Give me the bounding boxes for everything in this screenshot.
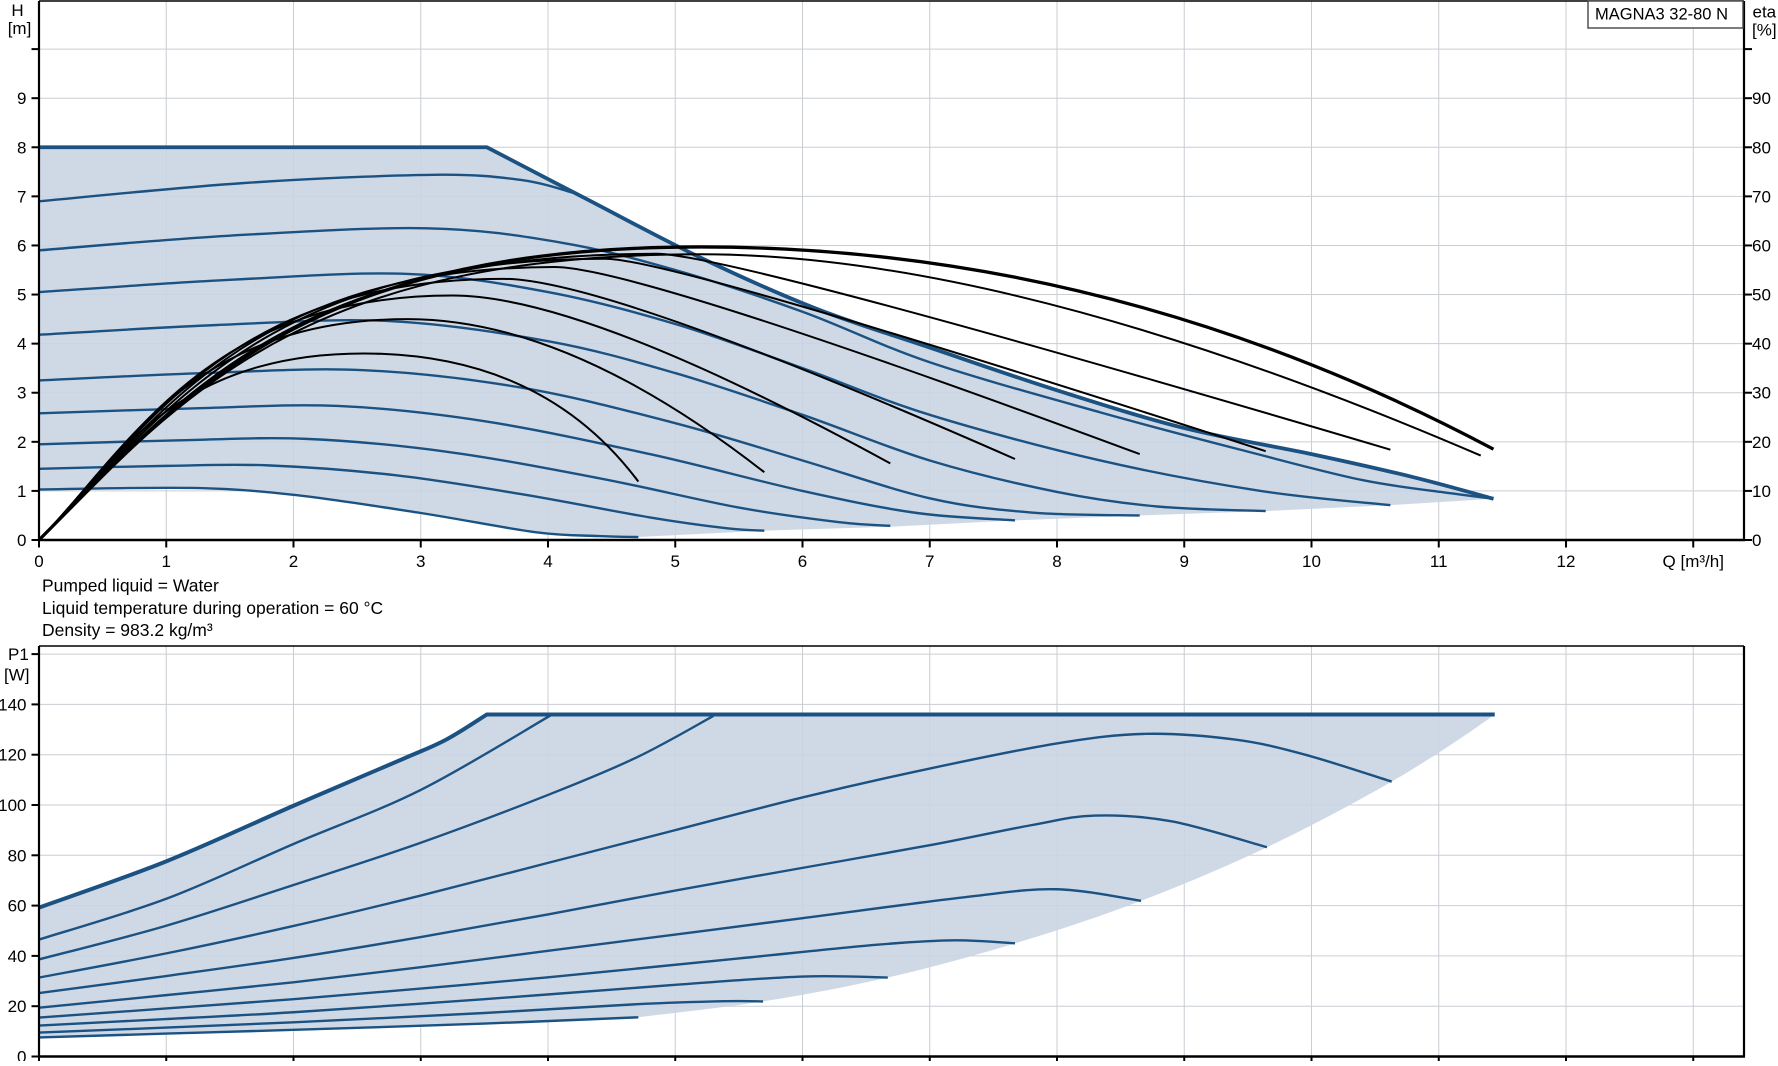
svg-text:10: 10 <box>1302 552 1321 571</box>
svg-text:3: 3 <box>416 552 425 571</box>
svg-text:1: 1 <box>162 552 171 571</box>
svg-text:70: 70 <box>1752 187 1771 206</box>
svg-text:11: 11 <box>1430 552 1448 571</box>
svg-text:10: 10 <box>1752 482 1771 501</box>
svg-text:140: 140 <box>0 695 27 714</box>
svg-text:60: 60 <box>8 897 27 916</box>
svg-text:8: 8 <box>17 138 26 157</box>
svg-text:2: 2 <box>17 433 26 452</box>
svg-text:2: 2 <box>289 552 298 571</box>
svg-text:Pumped liquid = Water: Pumped liquid = Water <box>42 575 219 595</box>
svg-text:100: 100 <box>0 796 27 815</box>
svg-text:9: 9 <box>1180 552 1189 571</box>
svg-text:MAGNA3 32-80 N: MAGNA3 32-80 N <box>1595 6 1728 24</box>
svg-text:0: 0 <box>17 1048 26 1062</box>
svg-text:60: 60 <box>1752 236 1771 255</box>
svg-text:[%]: [%] <box>1752 21 1777 40</box>
svg-text:0: 0 <box>34 552 43 571</box>
svg-text:40: 40 <box>8 947 27 966</box>
svg-text:6: 6 <box>17 236 26 255</box>
svg-text:Density = 983.2 kg/m³: Density = 983.2 kg/m³ <box>42 620 213 640</box>
svg-text:H: H <box>11 1 23 20</box>
svg-text:3: 3 <box>17 384 26 403</box>
svg-text:12: 12 <box>1557 552 1576 571</box>
svg-text:80: 80 <box>1752 138 1771 157</box>
svg-text:4: 4 <box>17 335 26 354</box>
svg-text:7: 7 <box>925 552 934 571</box>
svg-text:P1: P1 <box>8 645 29 664</box>
svg-text:20: 20 <box>8 997 27 1016</box>
svg-text:[W]: [W] <box>4 666 30 685</box>
svg-text:4: 4 <box>543 552 552 571</box>
svg-text:50: 50 <box>1752 286 1771 305</box>
svg-text:5: 5 <box>671 552 680 571</box>
svg-text:7: 7 <box>17 187 26 206</box>
svg-text:80: 80 <box>8 846 27 865</box>
svg-text:Liquid temperature during oper: Liquid temperature during operation = 60… <box>42 598 383 618</box>
svg-text:0: 0 <box>1752 531 1761 550</box>
svg-text:90: 90 <box>1752 89 1771 108</box>
svg-text:0: 0 <box>17 531 26 550</box>
svg-text:120: 120 <box>0 746 27 765</box>
svg-text:eta: eta <box>1753 3 1777 22</box>
svg-text:9: 9 <box>17 89 26 108</box>
svg-text:20: 20 <box>1752 433 1771 452</box>
svg-text:6: 6 <box>798 552 807 571</box>
svg-text:1: 1 <box>17 482 26 501</box>
svg-text:8: 8 <box>1052 552 1061 571</box>
svg-text:5: 5 <box>17 286 26 305</box>
svg-text:[m]: [m] <box>8 19 32 38</box>
svg-text:30: 30 <box>1752 384 1771 403</box>
svg-text:40: 40 <box>1752 335 1771 354</box>
svg-text:Q [m³/h]: Q [m³/h] <box>1663 552 1724 571</box>
